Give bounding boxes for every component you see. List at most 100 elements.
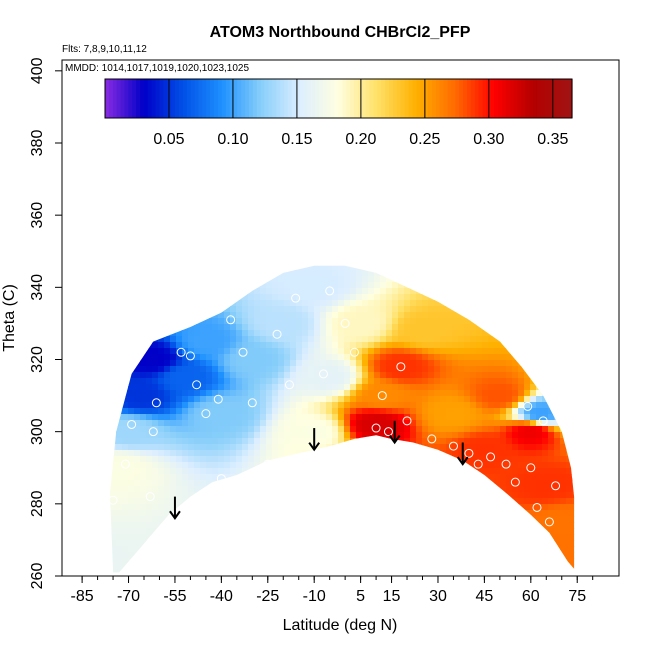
field-cell <box>74 258 81 265</box>
field-cell <box>110 420 117 427</box>
field-cell <box>248 522 255 529</box>
field-cell <box>200 342 207 349</box>
field-cell <box>482 552 489 559</box>
field-cell <box>206 450 213 457</box>
field-cell <box>320 372 327 379</box>
field-cell <box>266 558 273 565</box>
field-cell <box>236 324 243 331</box>
field-cell <box>140 360 147 367</box>
field-cell <box>596 546 603 553</box>
field-cell <box>536 252 543 259</box>
field-cell <box>482 528 489 535</box>
field-cell <box>212 402 219 409</box>
field-cell <box>302 306 309 313</box>
field-cell <box>548 480 555 487</box>
field-cell <box>548 396 555 403</box>
field-cell <box>446 486 453 493</box>
field-cell <box>518 492 525 499</box>
field-cell <box>530 474 537 481</box>
field-cell <box>158 318 165 325</box>
field-cell <box>566 300 573 307</box>
field-cell <box>326 552 333 559</box>
field-cell <box>446 498 453 505</box>
field-cell <box>512 450 519 457</box>
field-cell <box>578 474 585 481</box>
field-cell <box>140 330 147 337</box>
field-cell <box>146 384 153 391</box>
field-cell <box>242 372 249 379</box>
field-cell <box>134 402 141 409</box>
field-cell <box>188 546 195 553</box>
field-cell <box>350 420 357 427</box>
field-cell <box>416 300 423 307</box>
field-cell <box>164 270 171 277</box>
field-cell <box>356 516 363 523</box>
field-cell <box>470 480 477 487</box>
field-cell <box>362 444 369 451</box>
field-cell <box>518 444 525 451</box>
field-cell <box>554 528 561 535</box>
field-cell <box>548 492 555 499</box>
field-cell <box>440 528 447 535</box>
field-cell <box>602 318 609 325</box>
field-cell <box>404 312 411 319</box>
field-cell <box>428 486 435 493</box>
field-cell <box>404 450 411 457</box>
field-cell <box>524 330 531 337</box>
field-cell <box>326 546 333 553</box>
field-cell <box>404 492 411 499</box>
field-cell <box>242 564 249 571</box>
field-cell <box>452 438 459 445</box>
field-cell <box>164 330 171 337</box>
field-cell <box>290 486 297 493</box>
field-cell <box>392 354 399 361</box>
field-cell <box>164 498 171 505</box>
field-cell <box>524 516 531 523</box>
field-cell <box>212 546 219 553</box>
field-cell <box>146 432 153 439</box>
field-cell <box>494 258 501 265</box>
field-cell <box>92 558 99 565</box>
field-cell <box>302 294 309 301</box>
field-cell <box>254 546 261 553</box>
field-cell <box>272 372 279 379</box>
field-cell <box>122 336 129 343</box>
field-cell <box>602 360 609 367</box>
field-cell <box>248 360 255 367</box>
field-cell <box>350 336 357 343</box>
field-cell <box>548 558 555 565</box>
field-cell <box>296 558 303 565</box>
field-cell <box>362 516 369 523</box>
field-cell <box>344 390 351 397</box>
field-cell <box>590 426 597 433</box>
field-cell <box>422 336 429 343</box>
field-cell <box>86 480 93 487</box>
field-cell <box>410 330 417 337</box>
field-cell <box>314 528 321 535</box>
field-cell <box>188 336 195 343</box>
field-cell <box>110 324 111 331</box>
field-cell <box>86 528 93 535</box>
field-cell <box>500 564 507 571</box>
field-cell <box>206 420 213 427</box>
field-cell <box>482 456 489 463</box>
field-cell <box>488 474 495 481</box>
field-cell <box>236 426 243 433</box>
field-cell <box>314 288 321 295</box>
field-cell <box>290 342 297 349</box>
field-cell <box>554 534 561 541</box>
field-cell <box>494 522 501 529</box>
field-cell <box>278 258 285 265</box>
field-cell <box>434 396 441 403</box>
field-cell <box>512 540 519 547</box>
field-cell <box>302 546 309 553</box>
field-cell <box>92 516 99 523</box>
field-cell <box>464 438 471 445</box>
field-cell <box>308 528 315 535</box>
field-cell <box>224 504 231 511</box>
field-cell <box>320 558 327 565</box>
field-cell <box>296 498 303 505</box>
field-cell <box>458 432 465 439</box>
field-cell <box>350 348 357 355</box>
field-cell <box>416 558 423 565</box>
